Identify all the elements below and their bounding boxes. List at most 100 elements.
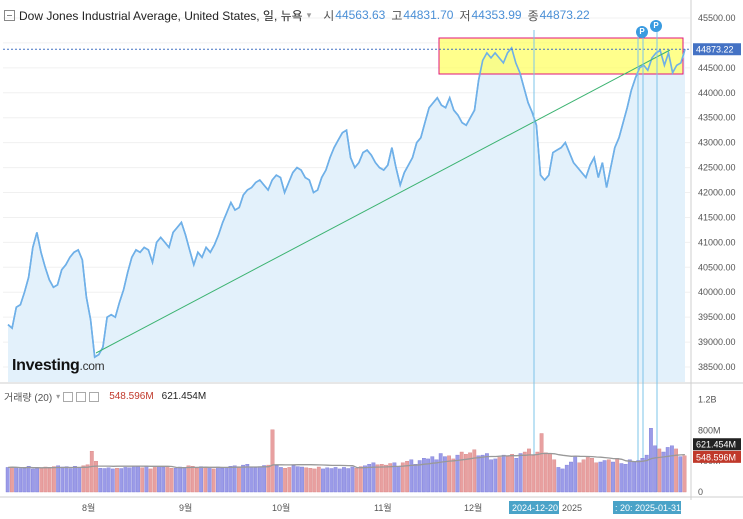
- volume-bar: [367, 464, 372, 493]
- symbol-header: Dow Jones Industrial Average, United Sta…: [4, 4, 590, 26]
- symbol-title[interactable]: Dow Jones Industrial Average, United Sta…: [19, 8, 303, 23]
- volume-bar: [346, 468, 351, 493]
- volume-bar: [274, 465, 279, 493]
- volume-bar: [602, 460, 607, 493]
- chevron-down-icon[interactable]: ▾: [56, 392, 61, 401]
- visibility-icon[interactable]: [76, 391, 87, 402]
- volume-bar: [18, 468, 23, 493]
- volume-last-badge: [693, 450, 741, 463]
- volume-bar: [94, 461, 98, 493]
- volume-bar: [182, 467, 187, 493]
- volume-bar: [384, 464, 388, 493]
- pin-marker-icon[interactable]: P: [650, 20, 662, 32]
- volume-bar: [615, 458, 620, 493]
- volume-bar: [279, 467, 283, 493]
- crosshair-date-badge: [613, 501, 681, 514]
- volume-bar: [5, 467, 10, 493]
- volume-header: 거래량 (20) ▾ 548.596M 621.454M: [4, 389, 206, 404]
- volume-bar: [543, 452, 548, 493]
- volume-bar: [291, 465, 296, 493]
- volume-bar: [98, 468, 103, 493]
- price-tick-label: 42500.00: [698, 163, 736, 173]
- volume-bar: [468, 452, 472, 493]
- volume-bar: [354, 468, 359, 493]
- volume-bar: [220, 468, 224, 493]
- price-tick-label: 44500.00: [698, 63, 736, 73]
- time-tick-label: 10월: [272, 502, 290, 513]
- volume-tick-label: 800M: [698, 425, 721, 435]
- crosshair-date-badge: [509, 501, 559, 514]
- volume-bar: [283, 468, 287, 493]
- low-label: 저: [459, 8, 471, 23]
- volume-bar: [506, 456, 510, 493]
- volume-tick-label: 1.2B: [698, 395, 717, 405]
- volume-bar: [585, 457, 590, 493]
- volume-bar: [560, 468, 565, 493]
- volume-bar: [569, 461, 573, 493]
- volume-label[interactable]: 거래량 (20): [4, 393, 53, 404]
- volume-bar: [64, 466, 69, 493]
- volume-bar: [623, 464, 628, 493]
- volume-bar: [258, 466, 262, 493]
- volume-bar: [527, 448, 531, 493]
- volume-bar: [657, 448, 662, 493]
- volume-bar: [522, 451, 527, 493]
- volume-bar: [371, 462, 376, 493]
- crosshair-date-label: 2024-12-20: [512, 503, 558, 513]
- volume-bar: [26, 466, 31, 493]
- volume-bar: [333, 467, 338, 493]
- volume-bar: [577, 462, 582, 493]
- volume-bar: [337, 468, 342, 493]
- volume-bar: [548, 453, 552, 493]
- volume-bar: [447, 455, 451, 493]
- volume-bar: [358, 466, 363, 493]
- volume-bar: [73, 466, 77, 493]
- volume-bar: [52, 466, 56, 493]
- volume-bar: [56, 465, 61, 493]
- time-tick-label: 9월: [179, 502, 192, 513]
- volume-bar: [329, 468, 334, 493]
- volume-bar: [535, 451, 540, 493]
- volume-bar: [581, 459, 586, 493]
- volume-bar: [413, 464, 418, 493]
- volume-bar: [501, 454, 506, 493]
- volume-bar: [430, 456, 435, 493]
- close-icon[interactable]: [89, 391, 100, 402]
- volume-bar: [236, 466, 241, 493]
- volume-bar: [636, 460, 641, 493]
- volume-bar: [266, 464, 271, 493]
- volume-ma-badge: [693, 438, 741, 451]
- price-tick-label: 44000.00: [698, 88, 736, 98]
- volume-bar: [110, 468, 115, 493]
- chevron-down-icon[interactable]: ▾: [306, 9, 312, 20]
- volume-bar: [640, 458, 645, 493]
- volume-bar: [472, 449, 477, 493]
- volume-bar: [295, 466, 300, 493]
- settings-icon[interactable]: [63, 391, 74, 402]
- volume-last-badge-label: 548.596M: [696, 452, 736, 462]
- high-label: 고: [391, 8, 403, 23]
- price-tick-label: 40500.00: [698, 262, 736, 272]
- volume-bar: [287, 467, 292, 493]
- volume-bar: [131, 466, 136, 493]
- trend-line: [95, 49, 671, 354]
- volume-bar: [342, 467, 346, 493]
- volume-bar: [379, 464, 384, 493]
- volume-bar: [89, 451, 94, 493]
- volume-bar: [207, 467, 212, 493]
- high-value: 44831.70: [403, 8, 454, 22]
- volume-bar: [60, 466, 65, 493]
- volume-bar: [203, 466, 208, 493]
- volume-bar: [682, 455, 687, 493]
- pin-marker-icon[interactable]: P: [636, 26, 648, 38]
- crosshair-date-label: : 20: 2025-01-31: [615, 503, 681, 513]
- price-tick-label: 41000.00: [698, 237, 736, 247]
- volume-bar: [136, 466, 140, 493]
- volume-bar: [85, 464, 90, 493]
- collapse-icon[interactable]: [4, 9, 15, 21]
- open-value: 44563.63: [335, 8, 386, 22]
- time-tick-label: 11월: [374, 502, 392, 513]
- volume-bar: [405, 461, 409, 493]
- volume-bar: [627, 459, 632, 493]
